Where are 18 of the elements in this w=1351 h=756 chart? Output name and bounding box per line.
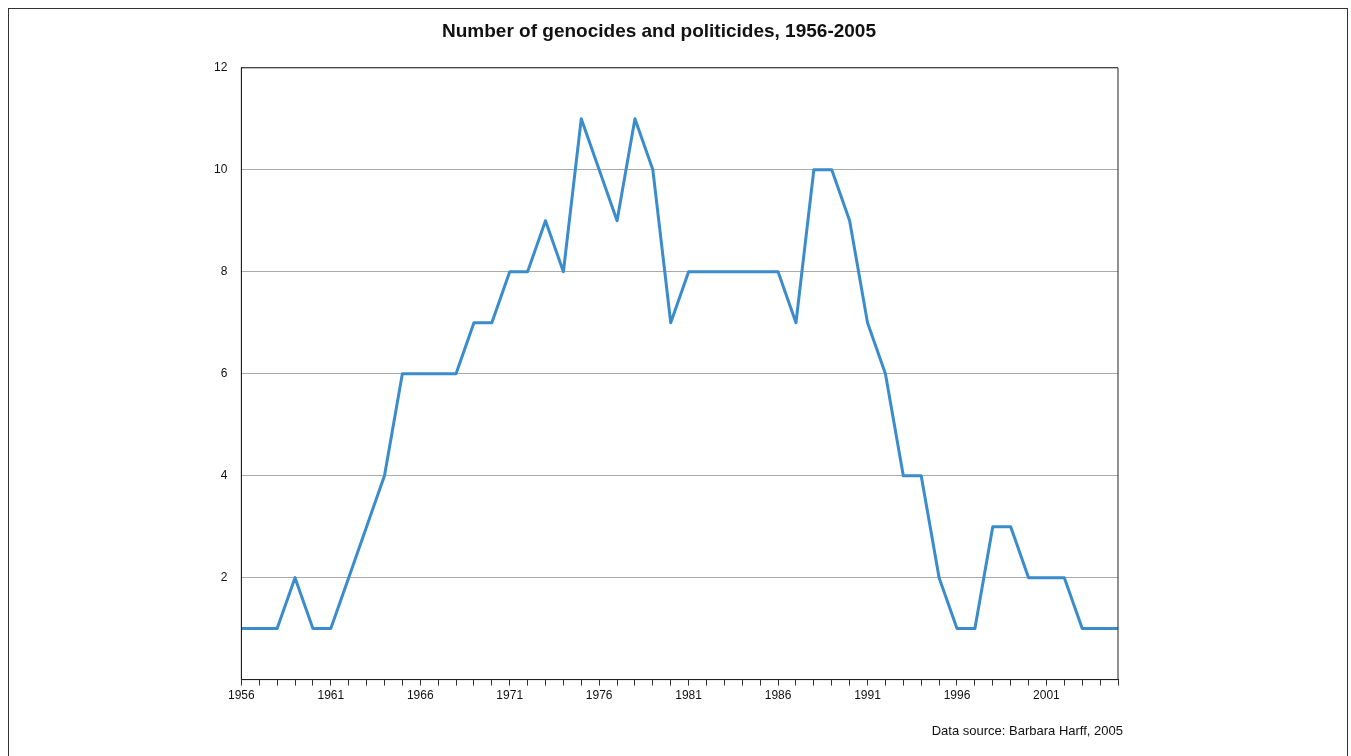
source-note: Data source: Barbara Harff, 2005 xyxy=(931,722,1123,738)
chart-title: Number of genocides and politicides, 1956-2005 xyxy=(442,19,877,41)
y-tick-label: 8 xyxy=(220,264,228,279)
x-tick-label: 2001 xyxy=(1033,688,1061,703)
x-tick-label: 1976 xyxy=(585,688,613,703)
y-tick-label: 12 xyxy=(213,60,228,75)
y-tick-label: 10 xyxy=(213,162,228,177)
y-tick-label: 2 xyxy=(220,569,228,584)
x-tick-label: 1991 xyxy=(854,688,882,703)
x-tick-label: 1986 xyxy=(764,688,792,703)
y-tick-label: 4 xyxy=(220,467,228,482)
x-tick-label: 1996 xyxy=(943,688,971,703)
x-tick-label: 1961 xyxy=(317,688,345,703)
x-tick-label: 1981 xyxy=(675,688,703,703)
x-tick-label: 1956 xyxy=(228,688,256,703)
x-tick-label: 1966 xyxy=(406,688,434,703)
x-tick-label: 1971 xyxy=(496,688,524,703)
y-tick-label: 6 xyxy=(220,366,228,381)
